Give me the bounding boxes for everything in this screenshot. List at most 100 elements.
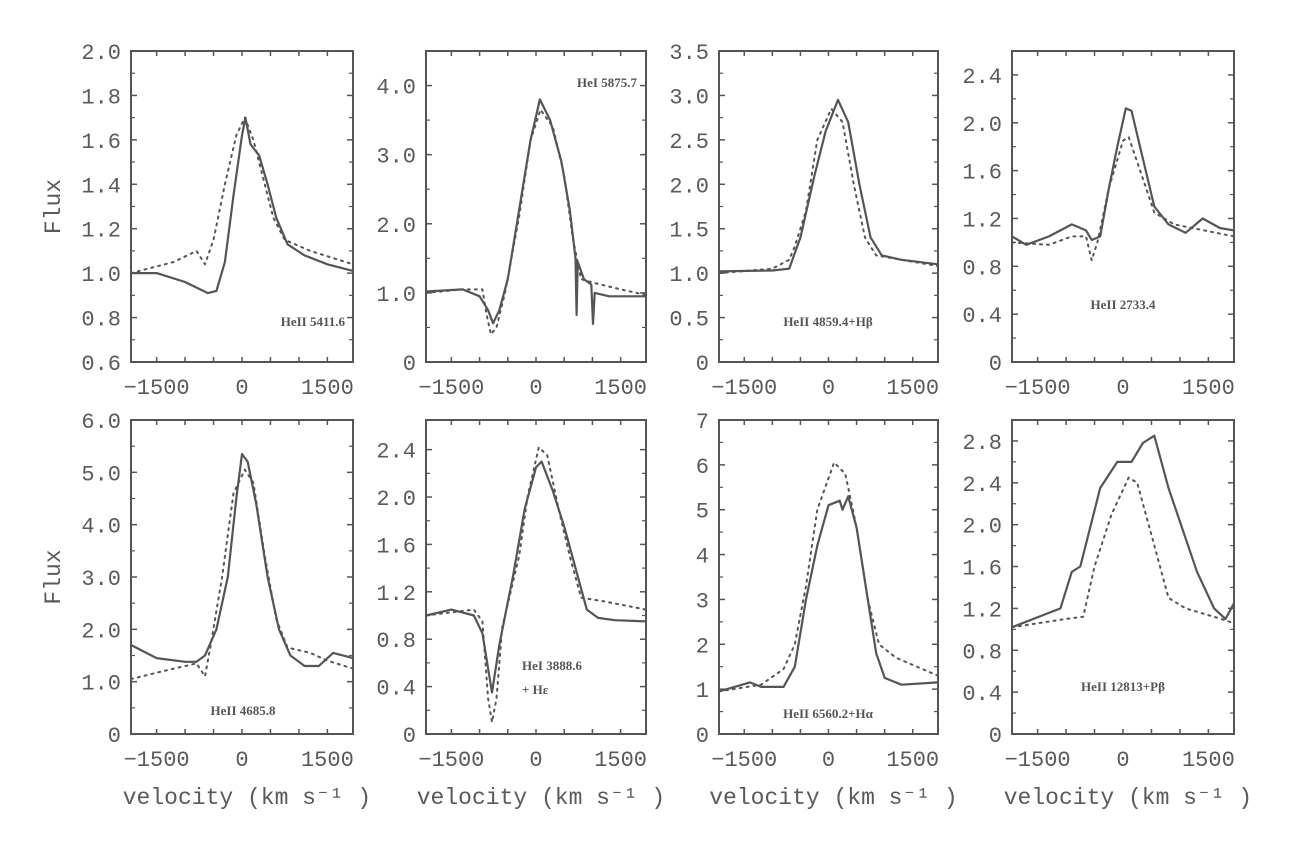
y-tick-label: 0 [989, 352, 1002, 377]
x-tick-label: −1500 [124, 376, 190, 401]
x-tick-label: 0 [822, 748, 835, 773]
y-tick-label: 1.2 [376, 582, 416, 607]
x-axis-label: velocity (km s⁻¹ ) [1004, 785, 1253, 811]
y-tick-label: 2.0 [376, 487, 416, 512]
x-tick-label: 1500 [886, 748, 939, 773]
model-dotted-line [130, 468, 354, 680]
x-tick-label: 0 [235, 748, 248, 773]
y-tick-label: 2.0 [962, 515, 1002, 540]
y-tick-label: 2.0 [669, 174, 709, 199]
y-tick-label: 0 [989, 724, 1002, 749]
y-tick-label: 0 [403, 724, 416, 749]
x-tick-label: 1500 [594, 748, 647, 773]
y-tick-label: 2.4 [962, 473, 1002, 498]
model-dotted-line [425, 108, 647, 336]
observed-line [424, 98, 648, 326]
y-tick-label: 3.0 [81, 567, 121, 592]
y-tick-label: 2.0 [962, 113, 1002, 138]
y-tick-label: 1.6 [81, 130, 121, 155]
y-tick-label: 4 [696, 545, 709, 570]
y-axis-label: Flux [41, 549, 67, 604]
y-tick-label: 1.5 [669, 219, 709, 244]
observed-line [129, 452, 355, 668]
y-tick-label: 0.8 [376, 629, 416, 654]
plot-frame [1011, 50, 1235, 363]
line-label: HeII 2733.4 [1091, 297, 1157, 312]
x-tick-label: −1500 [711, 748, 777, 773]
y-tick-label: 1.6 [962, 557, 1002, 582]
x-tick-label: 1500 [1182, 376, 1235, 401]
x-tick-label: 0 [1116, 748, 1129, 773]
y-tick-label: 1.8 [81, 85, 121, 110]
model-dotted-line [1011, 476, 1235, 629]
observed-line [129, 116, 355, 295]
y-tick-label: 2.0 [376, 214, 416, 239]
y-tick-label: 1.2 [81, 219, 121, 244]
line-label-2: + Hε [522, 682, 549, 697]
y-tick-label: 3.0 [376, 145, 416, 170]
x-tick-label: 0 [529, 376, 542, 401]
y-tick-label: 1.0 [81, 672, 121, 697]
y-tick-label: 1.0 [81, 263, 121, 288]
model-dotted-line [718, 461, 939, 693]
y-tick-label: 1 [696, 679, 709, 704]
x-tick-label: 0 [1116, 376, 1129, 401]
y-tick-label: 1.6 [962, 161, 1002, 186]
observed-line [1010, 107, 1236, 246]
y-axis-label: Flux [41, 179, 67, 234]
x-tick-label: 1500 [594, 376, 647, 401]
y-tick-label: 0.8 [962, 256, 1002, 281]
line-label: HeII 6560.2+Hα [783, 706, 874, 721]
x-tick-label: 1500 [886, 376, 939, 401]
x-tick-label: 0 [822, 376, 835, 401]
y-tick-label: 2.0 [81, 41, 121, 66]
y-tick-label: 1.0 [669, 263, 709, 288]
model-dotted-line [1011, 136, 1235, 262]
model-dotted-line [718, 107, 939, 275]
y-tick-label: 0.4 [376, 677, 416, 702]
y-tick-label: 2.4 [962, 65, 1002, 90]
y-tick-label: 1.4 [81, 174, 121, 199]
x-tick-label: −1500 [711, 376, 777, 401]
x-tick-label: −1500 [418, 376, 484, 401]
x-tick-label: 1500 [301, 748, 354, 773]
model-dotted-line [425, 446, 647, 724]
plot-frame [130, 419, 354, 735]
y-tick-label: 2.5 [669, 130, 709, 155]
line-label: HeII 5411.6 [281, 314, 346, 329]
y-tick-label: 3 [696, 589, 709, 614]
x-tick-label: 1500 [301, 376, 354, 401]
y-tick-label: 4.0 [81, 515, 121, 540]
observed-line [717, 495, 940, 693]
y-tick-label: 0 [108, 724, 121, 749]
plot-frame [718, 419, 939, 735]
y-tick-label: 0.6 [81, 352, 121, 377]
y-tick-label: 2.8 [962, 431, 1002, 456]
line-label: HeII 4859.4+Hβ [783, 314, 873, 329]
x-axis-label: velocity (km s⁻¹ ) [123, 785, 372, 811]
observed-line [717, 98, 940, 273]
x-tick-label: −1500 [1005, 748, 1071, 773]
model-dotted-line [130, 116, 354, 275]
line-label: HeI 5875.7 [577, 75, 637, 90]
x-tick-label: −1500 [124, 748, 190, 773]
x-axis-label: velocity (km s⁻¹ ) [417, 785, 666, 811]
x-tick-label: 0 [235, 376, 248, 401]
observed-line [424, 460, 648, 694]
y-tick-label: 4.0 [376, 76, 416, 101]
y-tick-label: 0.8 [962, 640, 1002, 665]
y-tick-label: 5.0 [81, 462, 121, 487]
y-tick-label: 7 [696, 410, 709, 435]
x-tick-label: 0 [529, 748, 542, 773]
y-tick-label: 1.2 [962, 208, 1002, 233]
y-tick-label: 0.4 [962, 304, 1002, 329]
x-tick-label: −1500 [418, 748, 484, 773]
y-tick-label: 2.4 [376, 440, 416, 465]
x-tick-label: 1500 [1182, 748, 1235, 773]
line-label: HeI 3888.6 [522, 658, 582, 673]
y-tick-label: 6 [696, 455, 709, 480]
